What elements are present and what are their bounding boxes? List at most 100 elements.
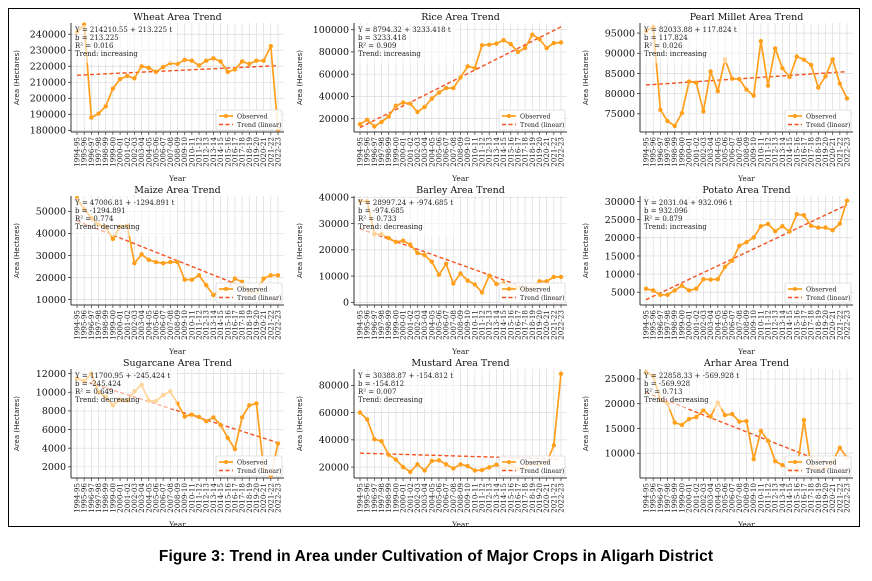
x-tick-label: 1995-96 [80, 137, 89, 167]
data-point [672, 420, 677, 425]
x-tick-label: 2004-05 [144, 310, 153, 340]
x-tick-label: 2018-19 [528, 483, 537, 513]
line-chart: Maize Area Trend 10000 20000 30000 40000 5000… [13, 185, 284, 356]
x-tick-label: 2001-02 [406, 137, 415, 167]
data-point [422, 104, 427, 110]
data-point [672, 123, 677, 129]
x-tick-label: 2018-19 [814, 310, 823, 340]
x-tick-label: 2016-17 [799, 137, 808, 167]
legend: Observed Trend (linear) [215, 109, 283, 131]
data-point [751, 456, 756, 462]
x-tick-label: 2005-06 [434, 310, 443, 340]
x-tick-label: 1995-96 [80, 310, 89, 340]
x-tick-label: 2021-22 [266, 310, 275, 340]
x-tick-label: 2012-13 [202, 483, 211, 513]
annotation-background [73, 25, 177, 63]
x-tick-label: 1994-95 [73, 483, 82, 513]
data-point [751, 235, 756, 240]
regression-annotation: Y = 22858.33 + -569.928 tb = -569.928R² … [642, 371, 746, 409]
x-tick-label: 2013-14 [492, 310, 501, 340]
data-point [787, 74, 792, 80]
data-point [515, 49, 521, 55]
x-tick-label: 2006-07 [728, 137, 737, 167]
x-tick-label: 2009-10 [749, 483, 758, 513]
x-tick-label: 1997-98 [663, 483, 672, 513]
chart-panel: Mustard Area Trend 20000 40000 60000 80000 Ar… [292, 355, 575, 529]
data-point [436, 458, 442, 463]
x-tick-label: 1995-96 [363, 310, 372, 340]
x-tick-label: 2022-23 [274, 310, 283, 340]
data-point [737, 76, 742, 82]
annotation-line: Y = 22858.33 + -569.928 t [643, 372, 739, 380]
x-tick-label: 2011-12 [478, 483, 487, 513]
line-chart: Potato Area Trend 5000 10000 15000 20000 2500… [582, 185, 853, 356]
y-tick-label: 60000 [319, 69, 349, 80]
data-point [487, 42, 492, 47]
data-point [204, 58, 209, 63]
data-point [665, 118, 670, 124]
annotation-line: b = 117.824 [644, 34, 688, 42]
y-tick-label: 40000 [319, 435, 349, 446]
data-point [551, 274, 557, 280]
line-chart: Sugarcane Area Trend 2000 4000 6000 8000 1000… [13, 358, 284, 529]
legend-trend-label: Trend (linear) [520, 295, 565, 302]
x-axis: 1994-951995-961996-971997-981998-991999-… [73, 478, 283, 513]
x-tick-label: 2016-17 [230, 137, 239, 167]
y-tick-label: 10000 [605, 269, 635, 280]
x-tick-label: 1999-00 [108, 137, 117, 167]
y-tick-label: 230000 [30, 46, 66, 57]
x-tick-label: 1994-95 [73, 310, 82, 340]
annotation-background [642, 25, 746, 63]
y-axis-label: Area (Hectares) [582, 396, 590, 451]
x-tick-label: 2022-23 [843, 483, 852, 513]
trend-line [645, 70, 848, 86]
x-tick-label: 2005-06 [720, 483, 729, 513]
data-point [415, 462, 420, 467]
data-point [429, 458, 434, 464]
legend-observed-marker [224, 460, 228, 464]
data-point [694, 286, 699, 291]
x-tick-label: 2021-22 [549, 310, 558, 340]
y-axis-label: Area (Hectares) [296, 50, 304, 105]
annotation-line: R² = 0.909 [358, 42, 396, 50]
x-tick-label: 2017-18 [238, 137, 247, 167]
x-tick-label: 1998-99 [670, 310, 679, 340]
annotation-background [73, 371, 177, 409]
data-point [794, 54, 799, 59]
x-tick-label: 1997-98 [377, 483, 386, 513]
chart-title: Barley Area Trend [416, 185, 505, 196]
data-point [182, 57, 187, 63]
y-tick-label: 20000 [319, 245, 349, 256]
data-point [715, 277, 720, 282]
data-point [386, 114, 391, 119]
annotation-background [73, 198, 177, 236]
y-tick-label: 100000 [313, 25, 349, 36]
data-point [422, 468, 427, 473]
data-point [429, 96, 434, 101]
data-point [189, 58, 195, 63]
data-point [658, 107, 663, 112]
x-tick-label: 2009-10 [180, 310, 189, 340]
x-tick-label: 2015-16 [223, 483, 232, 513]
x-tick-label: 1994-95 [356, 137, 365, 167]
data-point [400, 100, 406, 105]
data-point [479, 290, 485, 295]
y-axis-label: Area (Hectares) [296, 396, 304, 451]
annotation-line: Trend: decreasing [75, 396, 140, 404]
x-tick-label: 2019-20 [252, 310, 261, 340]
x-tick-label: 2010-11 [756, 310, 765, 340]
annotation-line: R² = 0.007 [358, 388, 396, 396]
y-tick-label: 2000 [42, 462, 66, 473]
y-tick-label: 75000 [605, 109, 635, 120]
data-point [487, 273, 492, 278]
data-point [708, 414, 713, 419]
data-point [103, 104, 108, 109]
x-tick-label: 1998-99 [101, 310, 110, 340]
chart-title: Maize Area Trend [134, 185, 220, 196]
regression-annotation: Y = 11700.95 + -245.424 tb = -245.424R² … [73, 371, 177, 409]
data-point [110, 236, 116, 242]
y-tick-label: 40000 [319, 92, 349, 103]
x-tick-label: 2012-13 [485, 483, 494, 513]
